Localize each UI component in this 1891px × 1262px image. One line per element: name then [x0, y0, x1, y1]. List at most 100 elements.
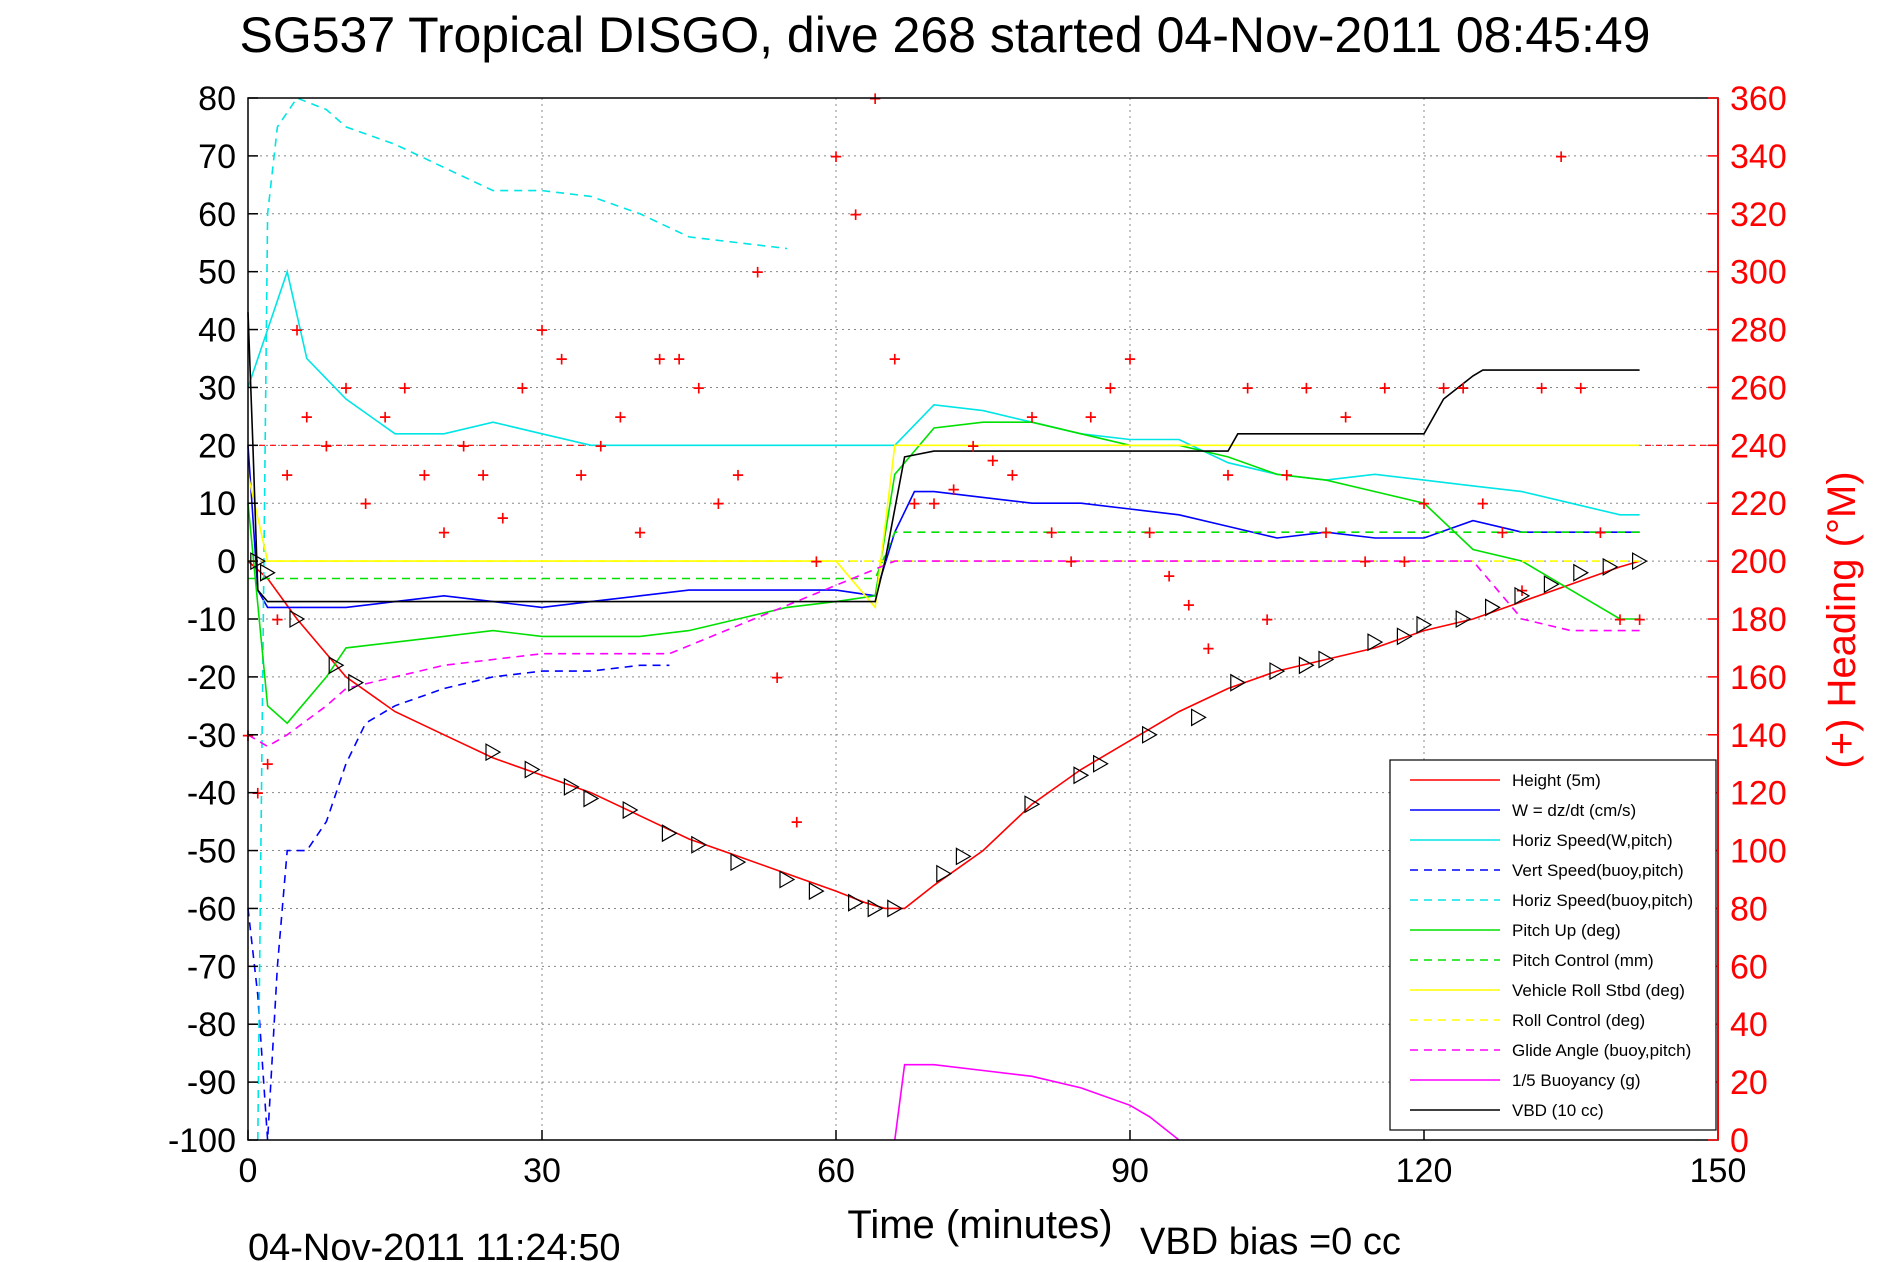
- heading-marker: +: [271, 607, 283, 631]
- right-axis-label: (+) Heading (°M): [1820, 471, 1864, 768]
- dive-marker-triangle: [661, 824, 678, 843]
- x-tick-label: 120: [1396, 1152, 1453, 1190]
- y-tick-label: -70: [187, 948, 236, 986]
- y-tick-label: -60: [187, 890, 236, 928]
- legend-label: Glide Angle (buoy,pitch): [1512, 1041, 1691, 1060]
- dive-marker-triangle: [1514, 586, 1531, 605]
- dive-marker-triangle: [622, 800, 639, 820]
- dive-marker-triangle: [524, 760, 541, 779]
- series-0-line: [247, 560, 1640, 910]
- dive-marker-triangle: [1455, 609, 1472, 629]
- series-6-line: [248, 531, 1640, 580]
- heading-marker: +: [1496, 520, 1508, 544]
- heading-marker: +: [830, 144, 842, 168]
- heading-marker: +: [556, 347, 568, 371]
- dive-marker-triangle: [260, 563, 276, 582]
- heading-marker: +: [654, 347, 666, 371]
- heading-marker: +: [1202, 636, 1214, 660]
- legend-label: W = dz/dt (cm/s): [1512, 801, 1636, 820]
- legend-label: Pitch Up (deg): [1512, 921, 1621, 940]
- heading-marker: +: [967, 433, 979, 457]
- heading-marker: +: [1124, 347, 1136, 371]
- heading-marker: +: [1438, 375, 1450, 399]
- heading-marker: +: [595, 433, 607, 457]
- heading-marker: +: [281, 462, 293, 486]
- series-10-line: [894, 1063, 1180, 1141]
- dive-marker-triangle: [955, 847, 972, 866]
- heading-marker: +: [1183, 593, 1195, 617]
- dive-marker-triangle: [1318, 650, 1335, 669]
- heading-marker: +: [1340, 404, 1352, 428]
- heading-marker: +: [1222, 462, 1234, 486]
- legend-label: Vert Speed(buoy,pitch): [1512, 861, 1684, 880]
- right-y-tick-label: 20: [1730, 1064, 1768, 1102]
- x-tick-label: 30: [523, 1152, 561, 1190]
- heading-marker: +: [1163, 564, 1175, 588]
- heading-marker: +: [1457, 375, 1469, 399]
- heading-marker: +: [634, 520, 646, 544]
- heading-marker: +: [1261, 607, 1273, 631]
- footer-timestamp: 04-Nov-2011 11:24:50: [248, 1227, 621, 1262]
- y-tick-label: 50: [198, 254, 236, 292]
- legend-label: 1/5 Buoyancy (g): [1512, 1071, 1641, 1090]
- heading-marker: +: [1104, 375, 1116, 399]
- series-5-line: [247, 421, 1640, 725]
- dive-marker-triangle: [1416, 615, 1433, 634]
- legend-label: Pitch Control (mm): [1512, 951, 1654, 970]
- right-y-tick-label: 340: [1730, 138, 1787, 176]
- right-y-tick-label: 80: [1730, 890, 1768, 928]
- heading-marker: +: [301, 404, 313, 428]
- series-3-line: [247, 664, 670, 1141]
- x-tick-label: 90: [1111, 1152, 1149, 1190]
- dive-marker-triangle: [1073, 766, 1090, 785]
- dive-marker-triangle: [1543, 575, 1560, 594]
- heading-marker: +: [712, 491, 724, 515]
- dive-marker-triangle: [1573, 563, 1590, 582]
- right-y-tick-label: 240: [1730, 427, 1787, 465]
- heading-marker: +: [1359, 549, 1371, 573]
- dive-marker-triangle: [1093, 754, 1109, 773]
- footer-vbd-bias: VBD bias =0 cc: [1140, 1221, 1401, 1262]
- heading-marker: +: [1614, 607, 1626, 631]
- heading-marker: +: [1418, 491, 1430, 515]
- right-y-tick-label: 0: [1730, 1122, 1749, 1160]
- heading-marker: +: [1281, 462, 1293, 486]
- y-tick-label: 70: [198, 138, 236, 176]
- dive-marker-triangle: [1602, 557, 1619, 576]
- heading-marker: +: [575, 462, 587, 486]
- right-y-tick-label: 280: [1730, 312, 1787, 350]
- x-tick-label: 0: [239, 1152, 258, 1190]
- heading-marker: +: [477, 462, 489, 486]
- right-y-tick-label: 180: [1730, 601, 1787, 639]
- dive-marker-triangle: [328, 656, 345, 675]
- right-y-tick-label: 260: [1730, 369, 1787, 407]
- series-4-line: [257, 97, 788, 1141]
- legend: Height (5m) W = dz/dt (cm/s) Horiz Speed(W…: [1389, 759, 1717, 1131]
- heading-marker: +: [1144, 520, 1156, 544]
- heading-marker: +: [771, 665, 783, 689]
- legend-label: VBD (10 cc): [1512, 1101, 1604, 1120]
- heading-marker: +: [791, 810, 803, 834]
- y-tick-label: -90: [187, 1064, 236, 1102]
- y-tick-label: -20: [187, 659, 236, 697]
- chart-title: SG537 Tropical DISGO, dive 268 started 0…: [240, 7, 1651, 63]
- x-tick-label: 150: [1690, 1152, 1747, 1190]
- heading-marker: +: [1046, 520, 1058, 544]
- heading-marker: +: [752, 260, 764, 284]
- heading-marker: +: [693, 375, 705, 399]
- right-y-tick-label: 320: [1730, 196, 1787, 234]
- dive-marker-triangle: [1191, 708, 1207, 727]
- dive-marker-triangle: [583, 789, 600, 808]
- dive-marker-triangle: [808, 882, 825, 901]
- right-y-tick-label: 140: [1730, 717, 1787, 755]
- dive-marker-triangle: [1396, 627, 1413, 646]
- heading-marker: +: [614, 404, 626, 428]
- dive-marker-triangle: [848, 893, 864, 912]
- heading-marker: +: [360, 491, 372, 515]
- heading-marker: +: [850, 202, 862, 226]
- heading-marker: +: [1516, 578, 1528, 602]
- heading-marker: +: [1006, 462, 1018, 486]
- x-tick-label: 60: [817, 1152, 855, 1190]
- heading-marker: +: [320, 433, 332, 457]
